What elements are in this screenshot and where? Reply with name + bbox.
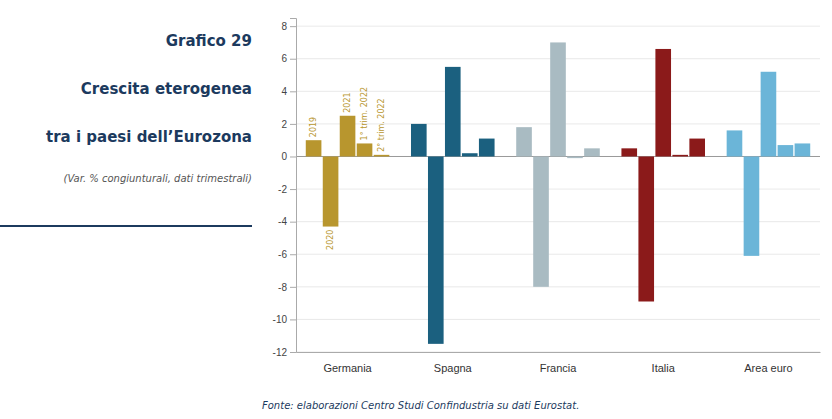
x-tick: Francia <box>540 362 578 374</box>
subtitle: (Var. % congiunturali, dati trimestrali) <box>63 173 252 184</box>
y-tick-mark <box>290 352 296 353</box>
grid-line <box>296 352 820 353</box>
y-tick-mark <box>290 124 296 125</box>
year-labels: 2019 2020 2021 1° trim. 2022 2° trim. 2022 <box>309 87 386 250</box>
grid-line <box>296 26 820 27</box>
bar <box>323 156 339 226</box>
title: tra i paesi dell’Eurozona <box>46 128 252 146</box>
x-tick-label: Germania <box>323 362 372 374</box>
y-tick-mark <box>290 156 296 157</box>
title-rule <box>0 225 252 227</box>
grid-line <box>296 189 820 190</box>
bar <box>533 156 549 286</box>
y-tick-mark <box>290 287 296 288</box>
grid-line <box>296 254 820 255</box>
x-tick-label: Francia <box>540 362 578 374</box>
x-axis: Germania Spagna Francia Italia Area euro <box>297 353 821 374</box>
year-label: 1° trim. 2022 <box>360 87 369 141</box>
y-tick-label: -12 <box>273 347 288 358</box>
grid <box>296 26 820 352</box>
year-label: 2019 <box>309 117 318 137</box>
y-tick: 2 <box>281 119 296 130</box>
x-tick-label: Italia <box>652 362 676 374</box>
bar <box>689 139 705 157</box>
y-tick-label: 4 <box>281 86 287 97</box>
title-panel: Grafico 29 Crescita eterogenea tra i paesi… <box>0 32 252 226</box>
y-tick: 4 <box>281 86 296 97</box>
bar <box>672 155 688 157</box>
y-tick: -8 <box>278 282 296 293</box>
y-tick-label: -6 <box>278 249 287 260</box>
y-tick-label: -8 <box>278 282 287 293</box>
y-tick-label: -10 <box>273 314 288 325</box>
bar <box>744 156 760 255</box>
bar <box>761 72 777 157</box>
bar <box>374 155 390 157</box>
y-tick: -10 <box>273 314 296 325</box>
bar <box>340 116 356 157</box>
bars <box>306 42 810 343</box>
grid-line <box>296 286 820 287</box>
x-tick: Italia <box>652 362 676 374</box>
bar <box>462 153 478 156</box>
y-tick: 8 <box>281 21 296 32</box>
bar <box>516 127 532 156</box>
y-tick-mark <box>290 91 296 92</box>
bar <box>567 156 583 158</box>
bar <box>411 124 427 157</box>
y-tick-label: 8 <box>281 21 287 32</box>
y-tick-label: -4 <box>278 216 287 227</box>
year-label: 2° trim. 2022 <box>377 98 386 152</box>
y-tick-mark <box>290 189 296 190</box>
x-tick-label: Spagna <box>434 362 473 374</box>
bar <box>306 140 322 156</box>
bar <box>584 148 600 156</box>
x-tick: Germania <box>323 362 372 374</box>
y-tick-label: 0 <box>281 151 287 162</box>
title: Grafico 29 <box>166 32 252 50</box>
bar <box>621 148 637 156</box>
x-axis-line <box>297 352 821 353</box>
year-label: 2020 <box>326 230 335 250</box>
bar <box>727 130 743 156</box>
bar <box>550 42 566 156</box>
x-tick: Area euro <box>744 362 792 374</box>
y-tick-label: -2 <box>278 184 287 195</box>
y-axis-line <box>290 19 297 353</box>
bar <box>795 143 811 156</box>
y-tick-mark <box>290 319 296 320</box>
y-tick: 0 <box>281 151 296 162</box>
year-label: 2021 <box>343 92 352 112</box>
bar <box>655 49 671 157</box>
y-axis: -12 -10 -8 -6 -4 -2 0 2 4 6 8 <box>273 19 297 358</box>
bar <box>445 67 461 157</box>
y-tick-mark <box>290 222 296 223</box>
chart: Grafico 29 Crescita eterogenea tra i paesi… <box>0 0 832 419</box>
y-tick-label: 6 <box>281 53 287 64</box>
y-tick: -2 <box>278 184 296 195</box>
title: Crescita eterogenea <box>81 80 252 98</box>
grid-line <box>296 319 820 320</box>
source-note: Fonte: elaborazioni Centro Studi Confind… <box>262 400 579 411</box>
y-tick: -4 <box>278 216 296 227</box>
y-tick-mark <box>290 59 296 60</box>
bar <box>357 143 373 156</box>
x-tick: Spagna <box>434 362 473 374</box>
y-tick-mark <box>290 254 296 255</box>
y-tick: -6 <box>278 249 296 260</box>
bar <box>479 139 495 157</box>
y-tick: -12 <box>273 347 296 358</box>
bar <box>638 156 654 301</box>
y-tick-mark <box>290 26 296 27</box>
x-tick-label: Area euro <box>744 362 792 374</box>
grid-line <box>296 221 820 222</box>
y-tick-label: 2 <box>281 119 287 130</box>
bar <box>428 156 444 343</box>
bar <box>778 145 794 156</box>
y-tick: 6 <box>281 53 296 64</box>
